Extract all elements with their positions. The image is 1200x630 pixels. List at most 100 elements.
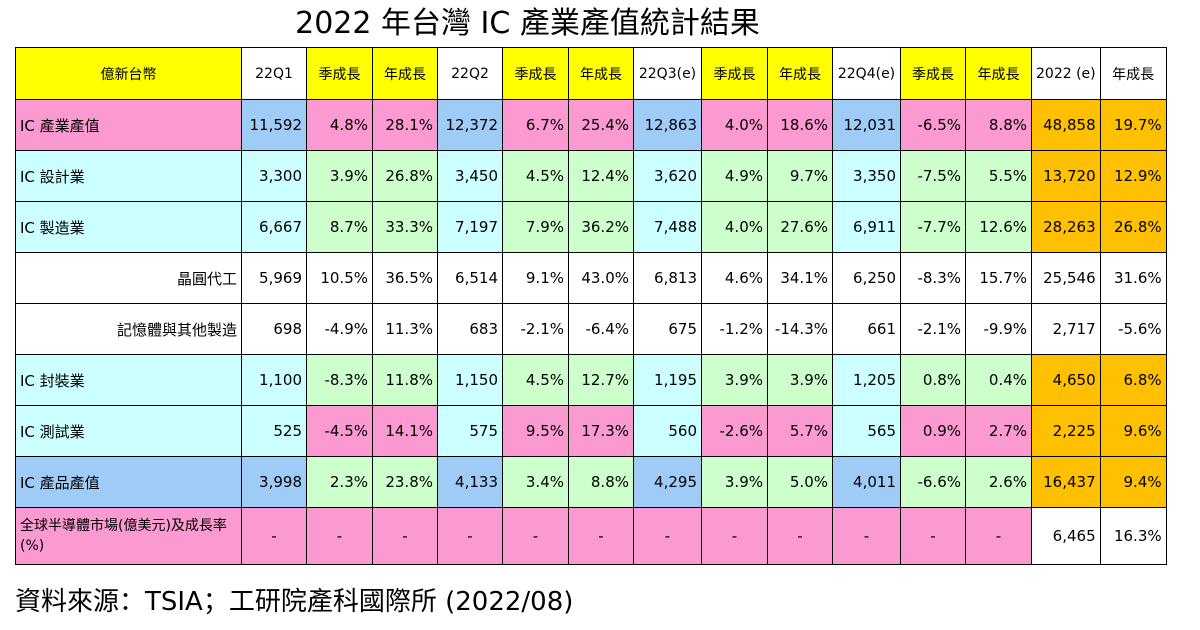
row-label: 記憶體與其他製造 xyxy=(15,303,242,355)
table-cell: -4.9% xyxy=(306,303,373,355)
table-cell: - xyxy=(633,507,702,565)
row-label: IC 產業產值 xyxy=(15,99,242,151)
table-cell: 3.9% xyxy=(701,354,768,406)
table-cell: 28,263 xyxy=(1031,201,1101,253)
table-cell: - xyxy=(241,507,307,565)
table-cell: 2,717 xyxy=(1031,303,1101,355)
table-cell: 8.8% xyxy=(568,456,634,508)
table-cell: 3,350 xyxy=(832,150,901,202)
column-header: 2022 (e) xyxy=(1031,47,1101,100)
table-cell: 6,514 xyxy=(437,252,503,304)
table-cell: 31.6% xyxy=(1099,252,1167,304)
table-cell: 3,300 xyxy=(241,150,307,202)
table-cell: 4,011 xyxy=(832,456,901,508)
table-row: 晶圓代工 5,969 10.5% 36.5% 6,514 9.1% 43.0% 6,813 4.… xyxy=(15,252,1167,304)
table-cell: 4,133 xyxy=(437,456,503,508)
table-cell: 575 xyxy=(437,405,503,457)
table-cell: 12.6% xyxy=(965,201,1032,253)
column-header: 年成長 xyxy=(568,47,634,100)
row-label: 晶圓代工 xyxy=(15,252,242,304)
table-cell: 9.1% xyxy=(502,252,569,304)
table-cell: 9.5% xyxy=(502,405,569,457)
table-cell: 5.7% xyxy=(767,405,833,457)
table-cell: 12,863 xyxy=(633,99,702,151)
table-row: IC 設計業 3,300 3.9% 26.8% 3,450 4.5% 12.4% 3,620 4… xyxy=(15,150,1167,202)
column-header: 億新台幣 xyxy=(15,47,242,100)
table-cell: 5,969 xyxy=(241,252,307,304)
table-cell: - xyxy=(900,507,966,565)
table-cell: 4,650 xyxy=(1031,354,1101,406)
table-cell: - xyxy=(965,507,1032,565)
table-cell: 0.9% xyxy=(900,405,966,457)
table-cell: 3,450 xyxy=(437,150,503,202)
column-header: 季成長 xyxy=(701,47,768,100)
column-header: 季成長 xyxy=(502,47,569,100)
table-cell: 19.7% xyxy=(1099,99,1167,151)
table-cell: -6.5% xyxy=(900,99,966,151)
column-header: 年成長 xyxy=(767,47,833,100)
table-cell: 6.8% xyxy=(1099,354,1167,406)
table-cell: - xyxy=(767,507,833,565)
table-row: 記憶體與其他製造 698 -4.9% 11.3% 683 -2.1% -6.4% 675 -1.… xyxy=(15,303,1167,355)
table-cell: -7.7% xyxy=(900,201,966,253)
table-cell: 7.9% xyxy=(502,201,569,253)
table-cell: 3.9% xyxy=(306,150,373,202)
table-row: IC 測試業 525 -4.5% 14.1% 575 9.5% 17.3% 560 -2.6% 5… xyxy=(15,405,1167,457)
table-cell: -1.2% xyxy=(701,303,768,355)
table-cell: 4.5% xyxy=(502,354,569,406)
column-header: 年成長 xyxy=(1099,47,1167,100)
table-cell: 7,488 xyxy=(633,201,702,253)
table-cell: 11.8% xyxy=(372,354,438,406)
table-cell: -5.6% xyxy=(1099,303,1167,355)
table-cell: 6,465 xyxy=(1031,507,1101,565)
table-cell: 2.3% xyxy=(306,456,373,508)
table-cell: 6,667 xyxy=(241,201,307,253)
table-cell: 25,546 xyxy=(1031,252,1101,304)
table-cell: -9.9% xyxy=(965,303,1032,355)
table-cell: 7,197 xyxy=(437,201,503,253)
table-cell: 14.1% xyxy=(372,405,438,457)
table-cell: 3.9% xyxy=(767,354,833,406)
table-cell: 4,295 xyxy=(633,456,702,508)
table-cell: 26.8% xyxy=(372,150,438,202)
table-cell: 4.5% xyxy=(502,150,569,202)
table-cell: 6.7% xyxy=(502,99,569,151)
table-row: IC 產業產值 11,592 4.8% 28.1% 12,372 6.7% 25.4% 12,… xyxy=(15,99,1167,151)
table-cell: 3.9% xyxy=(701,456,768,508)
table-cell: 48,858 xyxy=(1031,99,1101,151)
row-label: IC 設計業 xyxy=(15,150,242,202)
table-cell: 15.7% xyxy=(965,252,1032,304)
table-cell: 4.0% xyxy=(701,99,768,151)
table-cell: -2.1% xyxy=(900,303,966,355)
table-cell: 9.6% xyxy=(1099,405,1167,457)
table-cell: 26.8% xyxy=(1099,201,1167,253)
table-cell: 661 xyxy=(832,303,901,355)
table-cell: 6,813 xyxy=(633,252,702,304)
table-cell: -14.3% xyxy=(767,303,833,355)
table-cell: - xyxy=(701,507,768,565)
table-cell: 560 xyxy=(633,405,702,457)
table-cell: 43.0% xyxy=(568,252,634,304)
table-cell: -7.5% xyxy=(900,150,966,202)
table-cell: 1,150 xyxy=(437,354,503,406)
table-cell: 3,620 xyxy=(633,150,702,202)
table-cell: - xyxy=(306,507,373,565)
table-cell: 10.5% xyxy=(306,252,373,304)
table-cell: 11,592 xyxy=(241,99,307,151)
table-cell: 9.4% xyxy=(1099,456,1167,508)
table-cell: 12,031 xyxy=(832,99,901,151)
table-cell: 4.9% xyxy=(701,150,768,202)
table-cell: -2.6% xyxy=(701,405,768,457)
table-cell: 11.3% xyxy=(372,303,438,355)
table-cell: -8.3% xyxy=(306,354,373,406)
table-cell: -2.1% xyxy=(502,303,569,355)
table-cell: 12.7% xyxy=(568,354,634,406)
table-cell: 28.1% xyxy=(372,99,438,151)
table-cell: 2,225 xyxy=(1031,405,1101,457)
table-cell: 4.8% xyxy=(306,99,373,151)
table-cell: 34.1% xyxy=(767,252,833,304)
table-cell: -6.6% xyxy=(900,456,966,508)
row-label: IC 封裝業 xyxy=(15,354,242,406)
table-cell: 565 xyxy=(832,405,901,457)
table-cell: - xyxy=(502,507,569,565)
